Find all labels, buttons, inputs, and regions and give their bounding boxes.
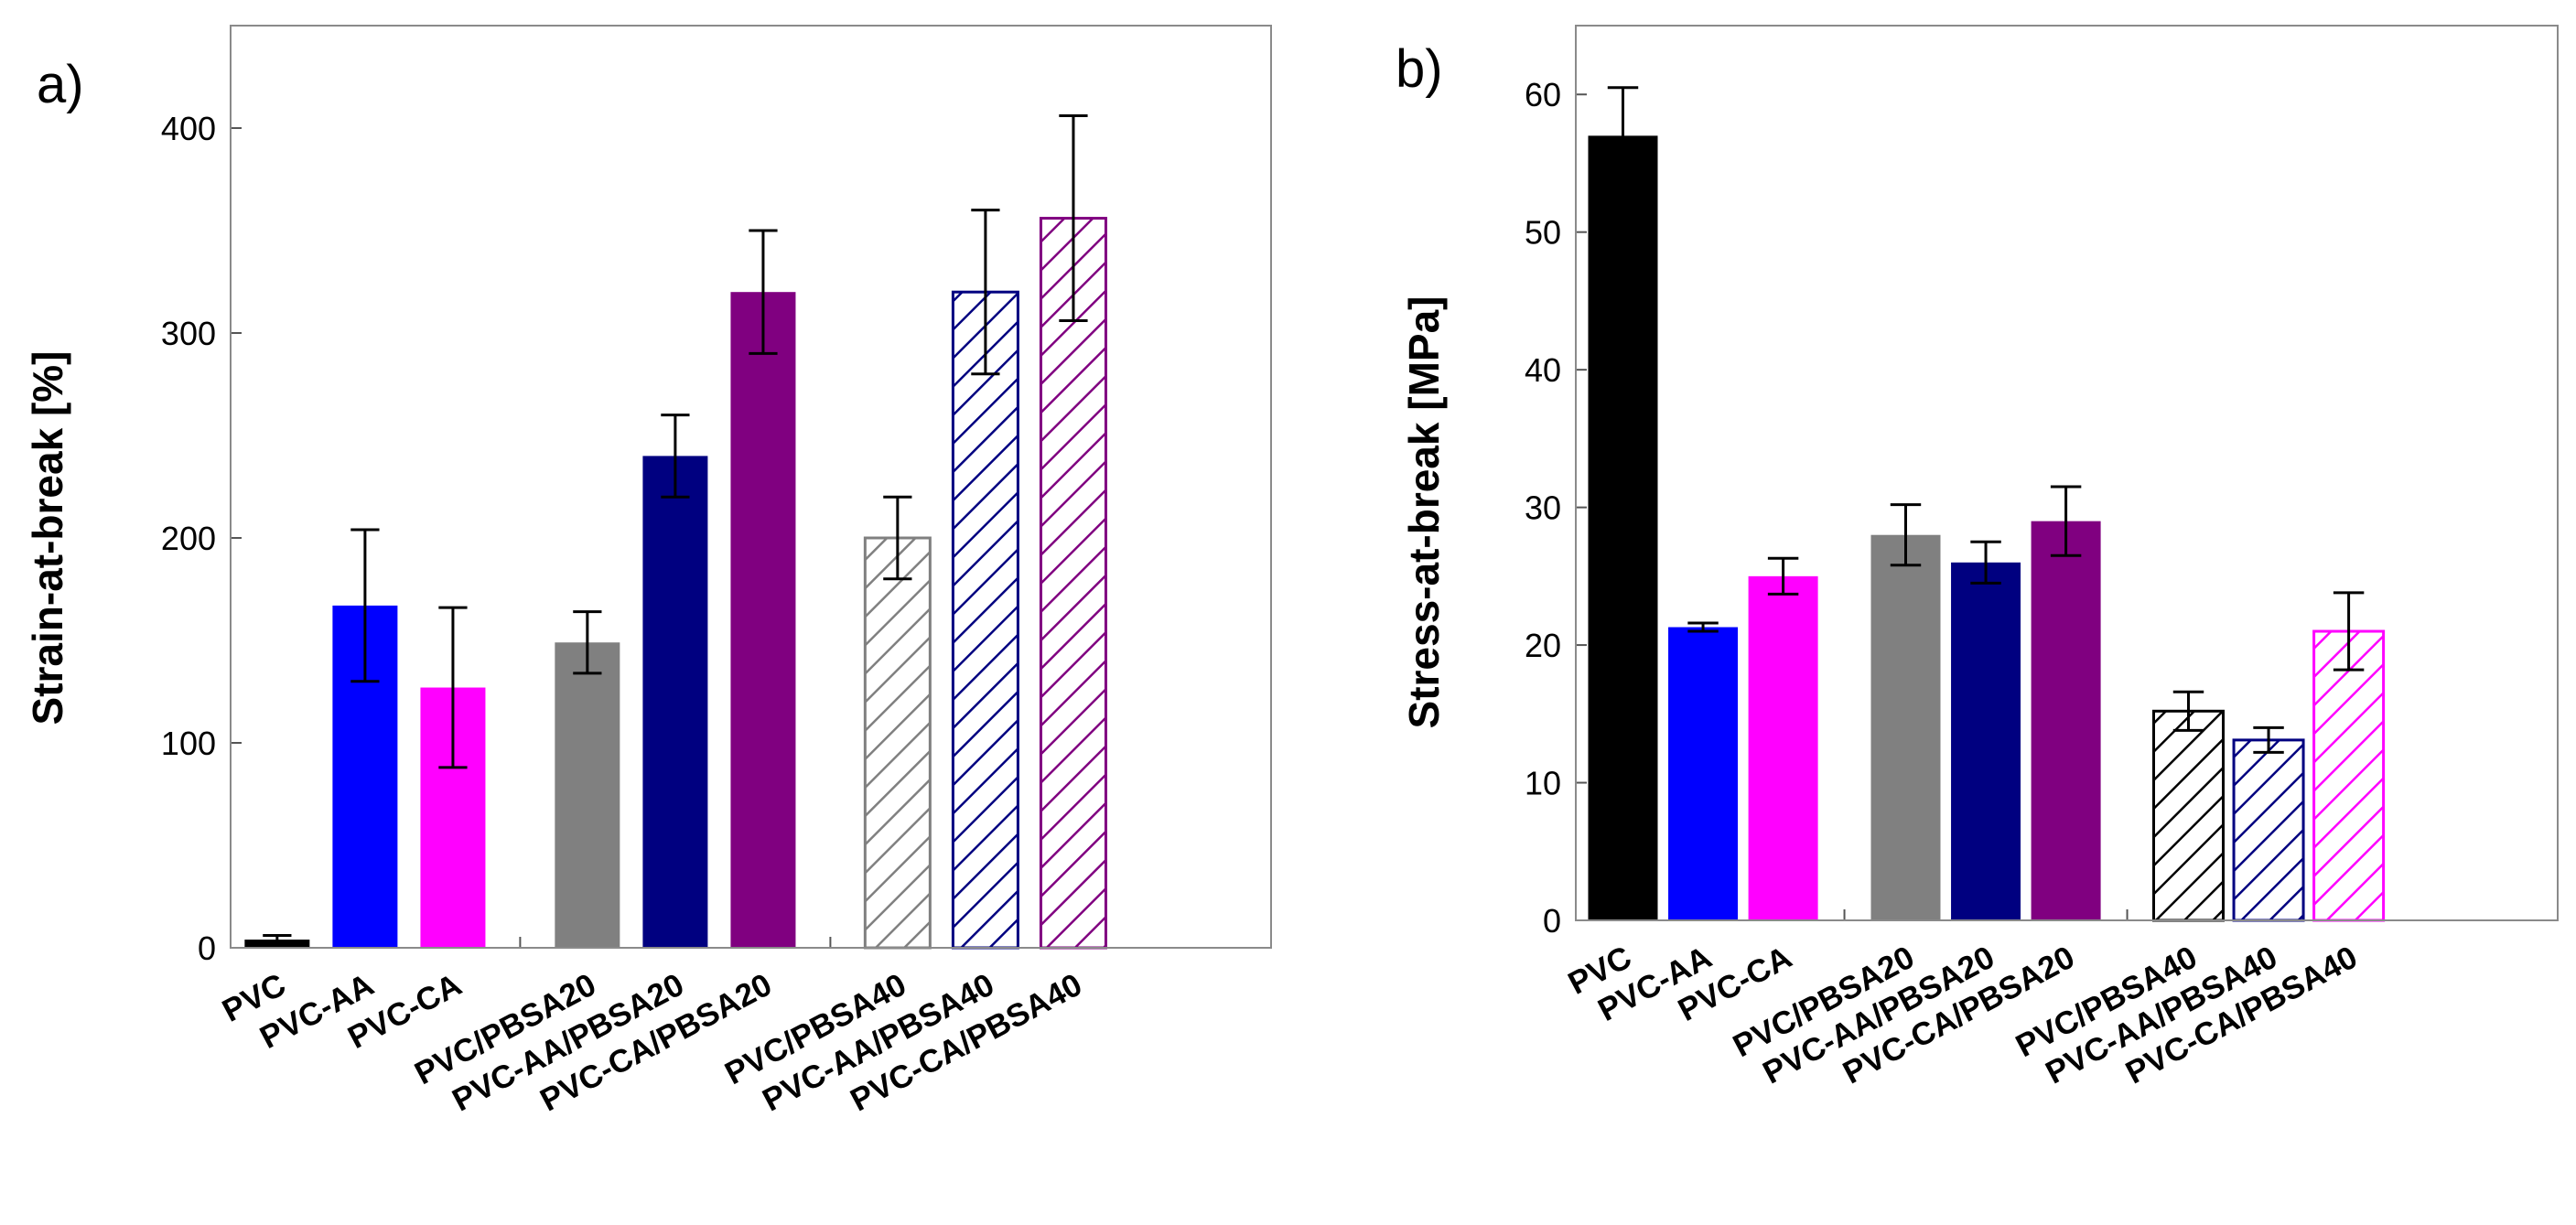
- error-bar: [1767, 556, 1799, 596]
- error-bar: [2253, 725, 2284, 754]
- bar-pvc-aa: [1668, 627, 1739, 920]
- bar-pvc-aa-pbsa40: [951, 290, 1019, 950]
- plot-frame-a: [230, 25, 1272, 949]
- y-ticks-a: 0 100 200 300 400: [161, 110, 832, 967]
- error-bar: [661, 414, 690, 499]
- bar-pvc-aa-pbsa40: [2232, 738, 2305, 922]
- bar-pvc-aa-pbsa20: [1951, 562, 2021, 920]
- error-bars-b: [1607, 86, 2365, 754]
- bar-pvc-pbsa40: [863, 536, 932, 950]
- error-bar: [438, 606, 468, 769]
- plot-frame-b: [1575, 25, 2559, 921]
- error-bar: [2050, 485, 2082, 557]
- bar-pvc-ca: [1748, 575, 1818, 920]
- error-bar: [2333, 591, 2365, 672]
- bars-a: [244, 217, 1107, 950]
- x-labels-a: PVCPVC-AAPVC-CAPVC/PBSA20PVC-AA/PBSA20PV…: [217, 967, 1088, 1119]
- chart-panel-a: a) Strain-at-break [%] 0 100 200 300 400 PVC…: [24, 25, 1272, 1119]
- y-tick-label: 60: [1525, 76, 1561, 113]
- error-bar: [1059, 114, 1088, 323]
- y-tick-label: 300: [161, 315, 216, 352]
- y-tick-label: 400: [161, 110, 216, 147]
- error-bar: [1687, 621, 1719, 633]
- bar-pvc-ca-pbsa40: [2312, 629, 2386, 922]
- error-bar: [1970, 540, 2001, 585]
- bar-pvc-ca-pbsa20: [730, 292, 796, 948]
- y-tick-label: 20: [1525, 627, 1561, 664]
- panel-label-a: a): [37, 55, 84, 114]
- bar-pvc-pbsa20: [1870, 534, 1941, 920]
- error-bar: [2172, 690, 2204, 732]
- bar-pvc: [1588, 135, 1658, 920]
- y-tick-label: 0: [1543, 902, 1561, 940]
- chart-panel-b: b) Stress-at-break [MPa] 0 10 20 30 40 50 60 P…: [1396, 25, 2559, 1091]
- bar-pvc-ca-pbsa20: [2031, 521, 2101, 920]
- bar-pvc-aa-pbsa20: [642, 456, 708, 948]
- y-tick-label: 200: [161, 520, 216, 557]
- error-bar: [350, 528, 380, 683]
- error-bar: [1890, 503, 1922, 567]
- y-tick-label: 0: [198, 929, 216, 967]
- y-axis-label-b: Stress-at-break [MPa]: [1400, 296, 1448, 729]
- panel-label-b: b): [1396, 39, 1443, 99]
- error-bar: [1607, 86, 1639, 186]
- error-bar: [263, 934, 292, 946]
- y-tick-label: 30: [1525, 489, 1561, 527]
- error-bar: [749, 229, 778, 355]
- y-axis-label-a: Strain-at-break [%]: [24, 351, 71, 725]
- bar-pvc-pbsa40: [2152, 709, 2225, 922]
- y-tick-label: 50: [1525, 214, 1561, 252]
- x-labels-b: PVCPVC-AAPVC-CAPVC/PBSA20PVC-AA/PBSA20PV…: [1562, 940, 2363, 1091]
- error-bar: [883, 495, 912, 581]
- y-tick-label: 10: [1525, 765, 1561, 802]
- error-bar: [971, 209, 1000, 376]
- bar-pvc-ca-pbsa40: [1039, 217, 1107, 950]
- y-tick-label: 100: [161, 725, 216, 762]
- bar-pvc-pbsa20: [555, 642, 620, 948]
- error-bars-a: [263, 114, 1088, 946]
- y-ticks-b: 0 10 20 30 40 50 60: [1525, 76, 2129, 940]
- error-bar: [573, 610, 602, 675]
- y-tick-label: 40: [1525, 351, 1561, 389]
- bars-b: [1588, 135, 2386, 922]
